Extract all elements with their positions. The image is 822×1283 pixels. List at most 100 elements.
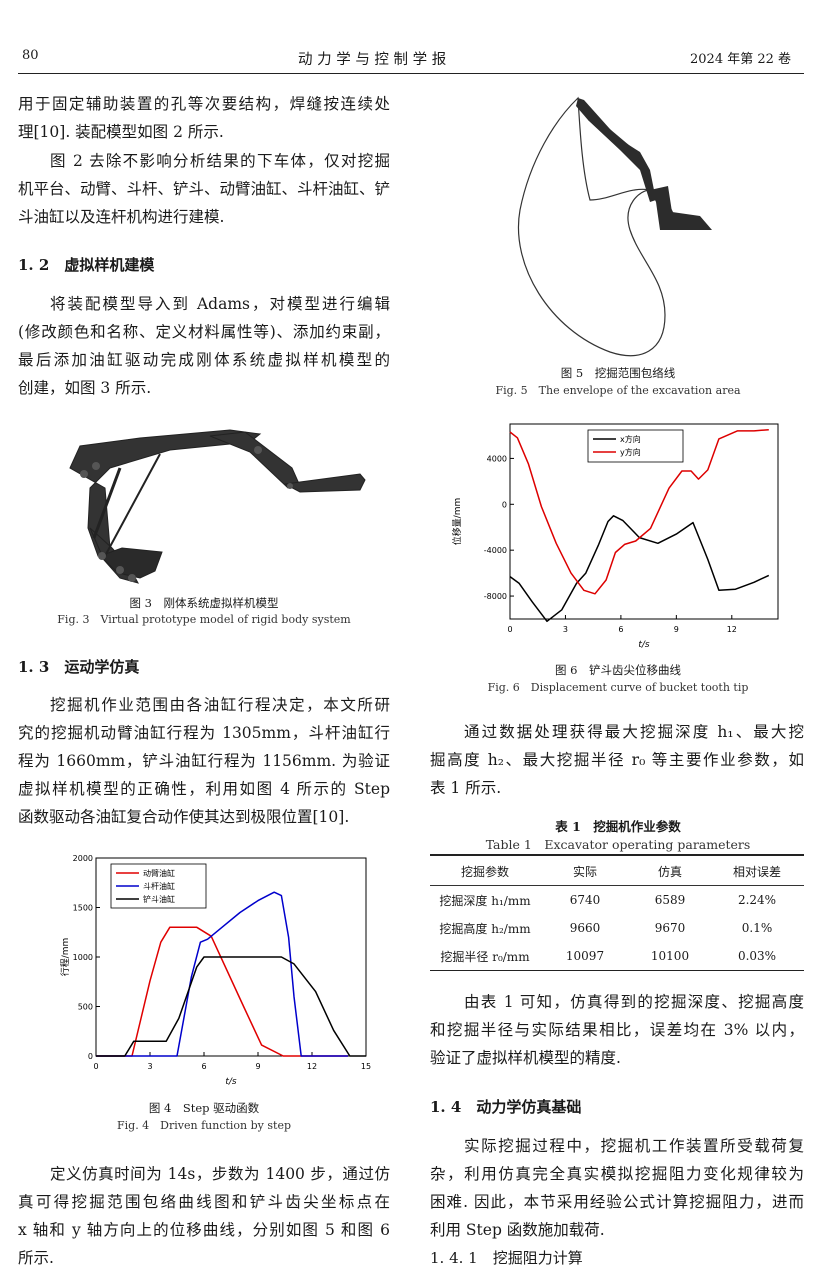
text-line: 最后添加油缸驱动完成刚体系统虚拟样机模型的	[18, 351, 390, 369]
table-cell: 2.24%	[737, 893, 777, 907]
text-line: 究的挖掘机动臂油缸行程为 1305mm，斗杆油缸行	[18, 724, 390, 742]
series-line	[96, 956, 366, 1057]
figure-3-caption-en: Fig. 3 Virtual prototype model of rigid …	[57, 613, 351, 626]
text-line: 挖掘机作业范围由各油缸行程决定，本文所研	[50, 696, 390, 714]
text-line: 杂，利用仿真完全真实模拟挖掘阻力变化规律较为	[430, 1165, 804, 1183]
plot-frame	[509, 423, 779, 620]
section-heading-1-4: 1. 4 动力学仿真基础	[430, 1098, 582, 1116]
y-tick-label: 0	[502, 500, 507, 509]
table-cell: 9670	[654, 921, 686, 935]
table-header-cell: 仿真	[657, 864, 682, 879]
section-heading-1-3: 1. 3 运动学仿真	[18, 658, 140, 676]
table-header-row: 挖掘参数 实际 仿真 相对误差	[430, 857, 804, 886]
text-line: 困难. 因此，本节采用经验公式计算挖掘阻力，进而	[430, 1193, 804, 1211]
table-cell: 9660	[569, 921, 601, 935]
table-1: 挖掘参数 实际 仿真 相对误差 挖掘深度 h₁/mm 6740 6589 2.2…	[430, 857, 804, 971]
text-line: 机平台、动臂、斗杆、铲斗、动臂油缸、斗杆油缸、铲	[18, 180, 391, 198]
figure-5-caption-en: Fig. 5 The envelope of the excavation ar…	[495, 384, 741, 397]
table-cell: 挖掘高度 h₂/mm	[439, 921, 531, 936]
legend-label: x方向	[620, 434, 641, 444]
table-1-title-en: Table 1 Excavator operating parameters	[485, 837, 751, 852]
page-number: 80	[22, 48, 39, 63]
text-line: 实际挖掘过程中，挖掘机工作装置所受载荷复	[464, 1137, 804, 1155]
x-tick-label: 6	[201, 1062, 206, 1071]
y-tick-label: -8000	[484, 592, 507, 601]
text-line: 利用 Step 函数施加载荷.	[430, 1221, 605, 1239]
figure-6-caption-en: Fig. 6 Displacement curve of bucket toot…	[487, 681, 749, 694]
text-line: 真可得挖掘范围包络曲线图和铲斗齿尖坐标点在	[18, 1193, 390, 1211]
x-axis-label: t/s	[638, 640, 650, 650]
figure-4-chart: 0 3 6 9 12 15 0 500 1000 1500 2000 t/s 行程/mm 动臂油缸斗杆油缸…	[59, 854, 371, 1087]
text-line: 定义仿真时间为 14s，步数为 1400 步，通过仿	[50, 1165, 390, 1183]
x-tick-label: 0	[507, 625, 512, 634]
x-tick-label: 0	[93, 1062, 98, 1071]
text-line: 将装配模型导入到 Adams，对模型进行编辑	[50, 295, 390, 313]
table-cell: 0.03%	[737, 949, 777, 963]
legend-label: 动臂油缸	[143, 868, 175, 878]
y-tick-label: -4000	[484, 546, 507, 555]
figure-6-chart: 0 3 6 9 12 -8000 -4000 0 4000 t/s 位移量/mm x方向 y方向	[451, 423, 779, 650]
y-tick-label: 4000	[487, 454, 507, 463]
y-tick-label: 0	[88, 1052, 93, 1061]
text-line: 表 1 所示.	[430, 779, 502, 797]
x-tick-label: 12	[727, 625, 737, 634]
x-tick-label: 9	[255, 1062, 260, 1071]
text-line: 通过数据处理获得最大挖掘深度 h₁、最大挖	[464, 723, 804, 741]
x-tick-label: 6	[618, 625, 623, 634]
series-line	[509, 428, 769, 595]
table-header-cell: 实际	[572, 864, 597, 879]
x-tick-label: 15	[361, 1062, 371, 1071]
table-row: 挖掘高度 h₂/mm 9660 9670 0.1%	[430, 914, 804, 942]
table-row: 挖掘深度 h₁/mm 6740 6589 2.24%	[430, 886, 804, 915]
series-line	[96, 926, 348, 1057]
legend-label: y方向	[620, 447, 641, 457]
legend-box	[587, 429, 684, 463]
text-line: 所示.	[18, 1249, 54, 1267]
x-tick-label: 3	[147, 1062, 152, 1071]
text-line: 创建，如图 3 所示.	[18, 379, 152, 397]
table-cell: 10097	[565, 949, 605, 963]
text-line: 验证了虚拟样机模型的精度.	[430, 1049, 621, 1067]
figure-4-caption-en: Fig. 4 Driven function by step	[117, 1119, 291, 1132]
x-tick-label: 9	[674, 625, 679, 634]
y-tick-label: 500	[78, 1003, 93, 1012]
series-line	[96, 891, 348, 1057]
text-line: 理[10]. 装配模型如图 2 所示.	[18, 123, 224, 141]
text-line: 图 2 去除不影响分析结果的下车体，仅对挖掘	[50, 152, 390, 170]
x-tick-label: 12	[307, 1062, 317, 1071]
journal-title: 动 力 学 与 控 制 学 报	[298, 52, 447, 68]
x-tick-label: 3	[563, 625, 568, 634]
table-cell: 挖掘深度 h₁/mm	[439, 893, 531, 908]
table-row: 挖掘半径 r₀/mm 10097 10100 0.03%	[430, 942, 804, 971]
legend-label: 铲斗油缸	[143, 894, 175, 904]
table-header-cell: 相对误差	[732, 864, 781, 879]
table-cell: 6589	[654, 893, 686, 907]
text-line: 斗油缸以及连杆机构进行建模.	[18, 208, 225, 226]
table-cell: 6740	[569, 893, 601, 907]
text-line: (修改颜色和名称、定义材料属性等)、添加约束副，	[18, 323, 390, 341]
figure-3-excavator-model	[69, 429, 366, 584]
y-tick-label: 1500	[73, 904, 93, 913]
text-line: x 轴和 y 轴方向上的位移曲线，分别如图 5 和图 6	[18, 1221, 390, 1239]
figure-4-caption: 图 4 Step 驱动函数	[148, 1101, 260, 1115]
text-line: 程为 1660mm，铲斗油缸行程为 1156mm. 为验证	[18, 752, 390, 770]
y-axis-label: 位移量/mm	[451, 498, 463, 546]
table-cell: 10100	[650, 949, 690, 963]
subsection-heading-1-4-1: 1. 4. 1 挖掘阻力计算	[430, 1249, 583, 1267]
table-1-title: 表 1 挖掘机作业参数	[555, 819, 681, 834]
legend-label: 斗杆油缸	[143, 881, 175, 891]
table-top-rule	[430, 854, 804, 856]
header-rule	[18, 73, 804, 74]
y-tick-label: 1000	[73, 953, 93, 962]
text-line: 掘高度 h₂、最大挖掘半径 r₀ 等主要作业参数，如	[430, 751, 804, 769]
text-line: 由表 1 可知，仿真得到的挖掘深度、挖掘高度	[464, 993, 804, 1011]
section-heading-1-2: 1. 2 虚拟样机建模	[18, 256, 155, 274]
text-line: 用于固定辅助装置的孔等次要结构，焊缝按连续处	[18, 95, 390, 113]
figure-6-caption: 图 6 铲斗齿尖位移曲线	[555, 663, 681, 677]
figure-5-caption: 图 5 挖掘范围包络线	[560, 366, 676, 380]
text-line: 函数驱动各油缸复合动作使其达到极限位置[10].	[18, 808, 350, 826]
series-line	[509, 515, 770, 623]
y-tick-label: 2000	[73, 854, 93, 863]
figure-5-envelope	[517, 96, 712, 357]
table-cell: 0.1%	[741, 921, 773, 935]
